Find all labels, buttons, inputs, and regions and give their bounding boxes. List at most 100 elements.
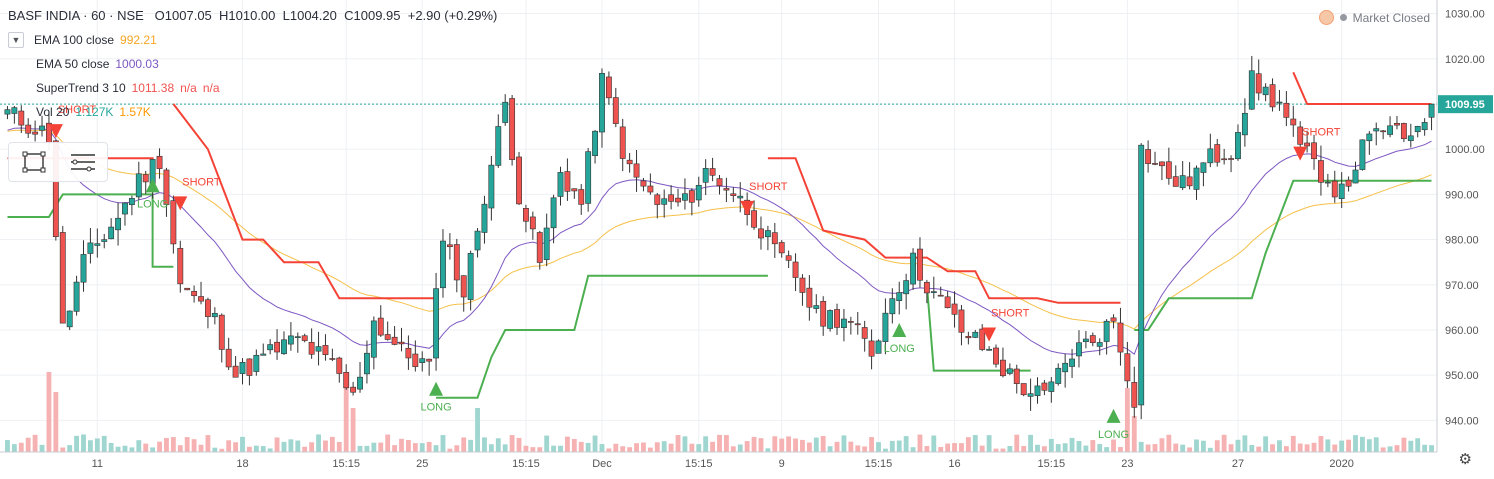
candle-body [115,217,121,231]
volume-bar [1083,445,1089,452]
y-tick-label: 990.00 [1445,189,1479,201]
chevron-down-icon[interactable]: ▼ [8,32,24,48]
candle-body [1407,135,1414,141]
volume-bar [571,438,577,452]
candle-body [972,331,979,338]
y-tick-label: 950.00 [1445,370,1479,382]
volume-bar [1014,434,1020,452]
candle-body [205,299,211,317]
candle-body [253,354,260,372]
candle-body [709,168,716,176]
candle-body [488,164,495,209]
volume-bar [1408,440,1414,452]
volume-bar [889,440,895,452]
candle-body [73,281,80,312]
short-signal-arrow [740,200,755,215]
candle-body [1069,358,1075,367]
candle-body [875,340,882,354]
volume-bar [986,435,992,452]
volume-bar [1090,440,1096,452]
volume-bar [1055,444,1061,452]
symbol-title[interactable]: BASF INDIA · 60 · NSE [8,8,144,23]
ema50-value: 1000.03 [115,57,159,71]
volume-bar [1242,435,1248,452]
candle-body [1138,144,1145,406]
ema100-label: EMA 100 close [34,33,115,47]
candle-body [903,280,910,295]
volume-bar [654,442,660,452]
candle-body [370,320,377,358]
candle-body [509,98,516,160]
market-status: Market Closed [1318,10,1430,25]
x-tick-label: Dec [592,458,612,470]
volume-bar [1380,447,1386,452]
volume-bar [1124,388,1130,452]
legend: BASF INDIA · 60 · NSE O1007.05 H1010.00 … [8,8,497,120]
candle-body [163,169,170,205]
ema100-row[interactable]: ▼ EMA 100 close 992.21 [8,32,497,48]
volume-row[interactable]: Vol 20 1.127K 1.57K [8,104,497,120]
drawing-toolbox[interactable] [8,142,108,182]
volume-bar [917,434,923,452]
volume-bar [1152,444,1158,452]
candle-body [937,294,944,297]
volume-bar [378,442,384,452]
lines-tool-icon[interactable] [68,149,98,175]
candle-body [682,193,688,201]
candle-body [412,353,419,367]
last-price-tag [1438,95,1493,114]
candles [4,55,1435,420]
volume-bar [108,442,114,452]
volume-bar [848,441,854,452]
volume-bar [1069,437,1075,452]
volume-bar [903,436,909,452]
candle-body [910,252,916,285]
candle-body [108,226,115,240]
volume-bar [329,436,335,452]
volume-bar [578,441,584,452]
volume-bar [779,438,785,452]
volume-bar [1062,443,1068,452]
price-scale [1437,0,1494,474]
candle-body [813,305,820,309]
volume-value-1: 1.127K [75,105,114,119]
candle-body [1324,181,1331,184]
long-signal-label: LONG [420,402,451,414]
volume-bar [475,408,480,452]
candle-body [433,288,439,359]
candle-body [377,317,384,336]
volume-bar [260,446,266,452]
volume-bar [1173,443,1179,452]
supertrend-lines [7,71,1432,399]
candle-body [80,254,87,283]
candle-body [495,126,502,166]
volume-bar [1159,438,1165,452]
ema50-label: EMA 50 close [36,57,110,71]
volume-bar [240,436,245,452]
candle-body [1096,342,1103,347]
gear-icon[interactable]: ⚙ [1458,451,1472,468]
candle-body [1290,118,1297,126]
volume-bar [1311,442,1317,452]
volume-bar [841,435,847,452]
candle-body [1152,163,1158,165]
candle-body [647,185,654,193]
rectangle-tool-icon[interactable] [19,149,49,175]
volume-bar [1187,447,1193,452]
volume-bar [157,441,162,452]
volume-bar [101,435,107,452]
candle-body [834,309,840,328]
candle-body [1034,385,1041,396]
ema50-row[interactable]: EMA 50 close 1000.03 [8,56,497,72]
ema100-line [7,129,1432,330]
supertrend-up-line [7,193,174,268]
volume-bar [647,447,653,452]
candle-body [128,198,135,206]
supertrend-row[interactable]: SuperTrend 3 10 1011.38 n/a n/a [8,80,497,96]
candle-body [94,243,101,246]
ohlc-open: O1007.05 [154,8,212,23]
volume-bar [723,435,729,452]
volume-bar [336,441,342,452]
